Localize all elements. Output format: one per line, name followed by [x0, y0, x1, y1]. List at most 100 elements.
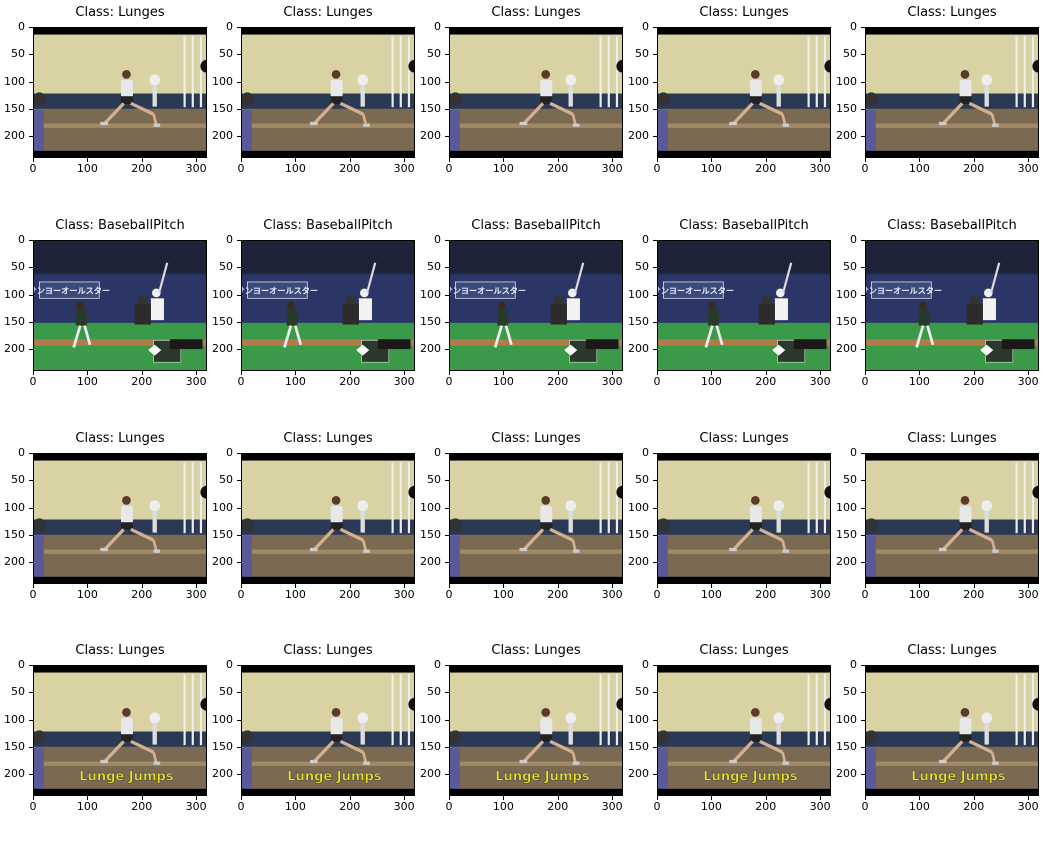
x-tick-mark [711, 371, 713, 375]
y-tick-label: 150 [628, 527, 649, 541]
panel-title: Class: Lunges [907, 431, 997, 446]
banner-text: サンヨーオールスター [866, 285, 942, 295]
x-tick-mark [503, 158, 505, 162]
x-tick-label: 0 [237, 800, 245, 813]
y-tick-mark [29, 27, 33, 28]
y-tick-mark [29, 480, 33, 482]
x-tick-label: 300 [185, 375, 207, 388]
x-tick-mark [865, 158, 866, 162]
x-tick-mark [1028, 584, 1030, 588]
x-tick-mark [820, 158, 822, 162]
y-tick-label: 50 [11, 473, 25, 487]
x-tick-mark [241, 796, 242, 800]
y-tick-mark [861, 719, 865, 721]
y-tick-label: 150 [420, 101, 441, 115]
y-tick-mark [445, 240, 449, 241]
x-tick-label: 0 [445, 162, 453, 175]
y-tick-mark [653, 746, 657, 748]
y-tick-mark [237, 534, 241, 536]
y-tick-mark [29, 267, 33, 269]
x-tick-label: 300 [809, 162, 831, 175]
x-tick-mark [557, 371, 559, 375]
x-tick-mark [87, 584, 89, 588]
x-tick-mark [612, 796, 614, 800]
y-tick-mark [237, 54, 241, 56]
y-tick-label: 0 [434, 233, 441, 246]
x-tick-mark [241, 584, 242, 588]
frame-panel: Class: BaseballPitch サンヨーオールスター 0 50 100 150… [212, 218, 415, 418]
x-tick-label: 0 [445, 800, 453, 813]
x-tick-label: 0 [237, 375, 245, 388]
y-tick-label: 200 [212, 555, 233, 569]
y-tick-mark [29, 240, 33, 241]
y-tick-mark [861, 240, 865, 241]
x-tick-label: 300 [1017, 588, 1039, 601]
x-tick-mark [919, 584, 921, 588]
y-tick-mark [445, 746, 449, 748]
y-tick-mark [861, 480, 865, 482]
x-tick-mark [349, 584, 351, 588]
y-tick-mark [29, 108, 33, 110]
panel-title: Class: BaseballPitch [471, 218, 601, 233]
y-tick-label: 200 [836, 767, 857, 781]
panel-title: Class: Lunges [491, 5, 581, 20]
x-tick-label: 0 [653, 375, 661, 388]
y-tick-label: 0 [226, 658, 233, 671]
x-tick-mark [295, 796, 297, 800]
x-tick-label: 200 [131, 162, 153, 175]
video-frame-image [657, 453, 831, 584]
y-tick-mark [653, 321, 657, 323]
y-tick-label: 50 [219, 260, 233, 274]
x-tick-label: 0 [445, 588, 453, 601]
y-tick-mark [237, 665, 241, 666]
x-tick-mark [657, 371, 658, 375]
x-tick-mark [865, 584, 866, 588]
x-tick-mark [295, 158, 297, 162]
y-tick-mark [29, 719, 33, 721]
frame-panel: Class: Lunges 0 50 100 150 200 0 100 200 [836, 431, 1039, 631]
x-tick-mark [711, 584, 713, 588]
x-tick-mark [449, 796, 450, 800]
x-tick-label: 300 [601, 162, 623, 175]
y-tick-label: 200 [836, 129, 857, 143]
panel-title: Class: Lunges [75, 5, 165, 20]
panel-title: Class: Lunges [699, 431, 789, 446]
x-tick-label: 100 [492, 800, 514, 813]
x-tick-mark [349, 371, 351, 375]
y-tick-label: 150 [4, 527, 25, 541]
x-tick-mark [1028, 371, 1030, 375]
y-tick-mark [237, 453, 241, 454]
x-tick-label: 100 [908, 375, 930, 388]
x-tick-mark [404, 158, 406, 162]
x-tick-label: 200 [755, 162, 777, 175]
y-tick-mark [445, 136, 449, 138]
y-tick-label: 150 [4, 739, 25, 753]
y-tick-label: 0 [642, 446, 649, 459]
video-frame-image [241, 453, 415, 584]
x-tick-mark [349, 796, 351, 800]
x-tick-mark [765, 584, 767, 588]
x-tick-label: 200 [755, 588, 777, 601]
x-tick-mark [141, 158, 143, 162]
x-tick-mark [865, 371, 866, 375]
x-tick-mark [295, 584, 297, 588]
y-tick-label: 200 [212, 342, 233, 356]
x-tick-label: 200 [131, 800, 153, 813]
x-tick-label: 200 [131, 588, 153, 601]
y-tick-label: 200 [212, 767, 233, 781]
y-tick-label: 50 [427, 685, 441, 699]
x-tick-label: 300 [1017, 162, 1039, 175]
y-tick-label: 100 [212, 287, 233, 301]
x-tick-label: 200 [131, 375, 153, 388]
y-tick-label: 50 [635, 473, 649, 487]
video-frame-image: サンヨーオールスター [657, 240, 831, 371]
x-tick-mark [349, 158, 351, 162]
panel-title: Class: Lunges [75, 431, 165, 446]
x-tick-label: 200 [755, 375, 777, 388]
x-tick-label: 200 [963, 162, 985, 175]
y-tick-mark [653, 719, 657, 721]
x-tick-mark [612, 158, 614, 162]
y-tick-label: 200 [4, 342, 25, 356]
x-tick-label: 0 [653, 162, 661, 175]
panel-title: Class: Lunges [907, 5, 997, 20]
